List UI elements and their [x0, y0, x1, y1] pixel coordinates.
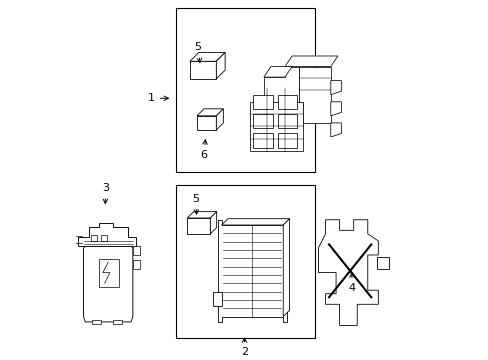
Polygon shape — [253, 134, 272, 148]
Polygon shape — [253, 114, 272, 128]
Polygon shape — [264, 67, 299, 102]
Polygon shape — [216, 53, 224, 79]
Text: 6: 6 — [200, 140, 207, 160]
Polygon shape — [78, 223, 136, 246]
Polygon shape — [253, 95, 272, 109]
Polygon shape — [285, 56, 337, 67]
Text: 1: 1 — [147, 93, 168, 103]
Polygon shape — [277, 114, 297, 128]
Text: 4: 4 — [347, 273, 355, 293]
Polygon shape — [330, 81, 341, 95]
Polygon shape — [330, 123, 341, 137]
Polygon shape — [264, 67, 291, 77]
Polygon shape — [283, 219, 289, 316]
Polygon shape — [376, 257, 388, 269]
Polygon shape — [212, 292, 221, 306]
Polygon shape — [318, 220, 378, 325]
Polygon shape — [330, 102, 341, 116]
Bar — [176, 185, 314, 338]
Polygon shape — [216, 109, 223, 130]
Polygon shape — [197, 109, 223, 116]
Polygon shape — [218, 220, 286, 322]
Polygon shape — [92, 320, 101, 324]
Text: 5: 5 — [194, 42, 201, 63]
Polygon shape — [277, 95, 297, 109]
Polygon shape — [221, 219, 289, 225]
Bar — [101, 235, 107, 241]
Polygon shape — [210, 212, 216, 234]
Polygon shape — [197, 116, 216, 130]
Polygon shape — [133, 246, 140, 255]
Polygon shape — [299, 67, 330, 123]
Text: 3: 3 — [102, 183, 109, 203]
Polygon shape — [187, 218, 210, 234]
Polygon shape — [189, 61, 216, 79]
Text: 5: 5 — [191, 194, 198, 214]
Text: 2: 2 — [241, 338, 247, 357]
Bar — [99, 258, 119, 287]
Polygon shape — [249, 88, 302, 151]
Polygon shape — [133, 260, 140, 269]
Polygon shape — [113, 320, 122, 324]
Polygon shape — [277, 134, 297, 148]
Bar — [176, 8, 314, 172]
Polygon shape — [83, 246, 133, 322]
Polygon shape — [187, 212, 216, 218]
Bar — [90, 235, 97, 241]
Polygon shape — [189, 53, 224, 61]
